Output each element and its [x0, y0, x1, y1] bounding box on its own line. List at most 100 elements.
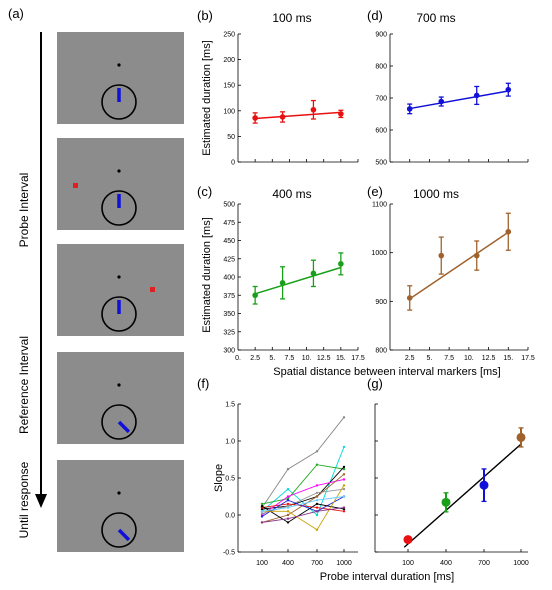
y-tick-label: 900: [375, 32, 387, 39]
x-tick-label: 12.5: [482, 355, 496, 362]
subject-point: [286, 467, 290, 471]
x-tick-label: 17.5: [521, 355, 535, 362]
subject-point: [286, 510, 290, 513]
data-point: [252, 115, 258, 121]
xlabel-bottom: Probe interval duration [ms]: [320, 571, 455, 583]
y-tick-label: 700: [375, 96, 387, 103]
screen-background: [57, 32, 184, 124]
data-point: [310, 270, 317, 277]
subject-point: [342, 473, 346, 476]
y-tick-label: 1.0: [225, 439, 235, 446]
screen-background: [57, 352, 184, 444]
data-point: [338, 111, 344, 117]
subject-point: [315, 510, 319, 513]
fixation-dot: [117, 275, 121, 279]
subject-point: [342, 495, 346, 498]
interval-marker: [150, 287, 155, 292]
y-tick-label: 0.0: [225, 513, 235, 520]
subject-line: [261, 464, 345, 505]
fixation-dot: [117, 169, 121, 173]
y-tick-label: 1000: [371, 250, 387, 257]
data-point: [505, 228, 512, 235]
clock-face: [101, 404, 137, 440]
y-tick-label: 425: [223, 256, 235, 263]
subject-line: [261, 417, 345, 508]
subject-point: [315, 528, 319, 531]
subject-line: [261, 507, 345, 523]
y-tick-label: 0.5: [225, 476, 235, 483]
subject-point: [315, 463, 319, 466]
x-tick-label: 15.: [336, 355, 346, 362]
x-tick-label: 5.: [427, 355, 433, 362]
subject-point: [342, 478, 346, 481]
panel-c-title: 400 ms: [272, 187, 311, 201]
subject-point: [315, 499, 319, 502]
panel-d-title: 700 ms: [416, 11, 455, 25]
subject-point: [260, 510, 264, 513]
subject-point: [286, 487, 290, 491]
subject-point: [286, 521, 290, 524]
panel-g-label: (g): [367, 376, 383, 391]
y-tick-label: 900: [375, 299, 387, 306]
y-tick-label: 450: [223, 238, 235, 245]
subject-point: [260, 502, 264, 506]
time-arrow: [35, 32, 47, 508]
phase-label: Until response: [17, 461, 31, 538]
y-tick-label: 100: [223, 108, 235, 115]
ylabel-upper: Estimated duration [ms]: [201, 40, 213, 156]
subject-line: [261, 446, 345, 516]
x-tick-label: 17.5: [351, 355, 365, 362]
x-tick-label: 12.5: [317, 355, 331, 362]
y-tick-label: 300: [223, 348, 235, 355]
x-tick-label: 5.: [269, 355, 275, 362]
fit-line: [255, 111, 341, 120]
y-tick-label: 350: [223, 311, 235, 318]
data-point: [252, 292, 258, 299]
y-tick-label: 1100: [372, 202, 387, 209]
subject-point: [315, 513, 319, 517]
stimulus-screen: [57, 352, 184, 444]
x-tick-label: 100: [256, 560, 268, 567]
x-tick-label: 1000: [513, 560, 529, 567]
subject-line: [261, 466, 345, 510]
y-tick-label: 500: [223, 202, 235, 209]
subject-point: [315, 491, 319, 494]
clock-face: [101, 512, 137, 548]
data-point: [505, 86, 512, 93]
subject-point: [315, 450, 319, 453]
clock-face: [101, 84, 137, 120]
x-tick-label: 700: [478, 560, 490, 567]
subject-point: [286, 495, 290, 498]
clock-hand: [117, 528, 131, 542]
y-tick-label: 375: [223, 293, 235, 300]
x-tick-label: 7.5: [444, 355, 454, 362]
xlabel-middle: Spatial distance between interval marker…: [273, 366, 500, 378]
subject-point: [286, 517, 290, 520]
fit-line: [409, 231, 509, 300]
subject-point: [342, 510, 346, 513]
ylabel-slope: Slope: [213, 464, 225, 492]
x-tick-label: 2.5: [250, 355, 260, 362]
y-tick-label: 1.5: [225, 402, 235, 409]
subject-point: [342, 467, 346, 471]
panel-a-label: (a): [8, 6, 24, 21]
fit-line: [409, 90, 509, 110]
subject-point: [342, 416, 346, 419]
screen-background: [57, 460, 184, 552]
mean-point: [403, 535, 413, 545]
subject-point: [315, 502, 319, 506]
subject-point: [286, 499, 290, 502]
subject-point: [260, 515, 264, 518]
x-tick-label: 2.5: [405, 355, 415, 362]
subject-line: [261, 496, 345, 512]
data-point: [406, 295, 413, 301]
subject-line: [262, 485, 345, 531]
clock-hand: [117, 420, 131, 434]
y-tick-label: 800: [375, 348, 387, 355]
subject-point: [260, 512, 264, 515]
subject-point: [315, 506, 319, 509]
x-tick-label: 400: [282, 560, 294, 567]
y-tick-label: 400: [223, 275, 235, 282]
subject-point: [342, 506, 346, 509]
